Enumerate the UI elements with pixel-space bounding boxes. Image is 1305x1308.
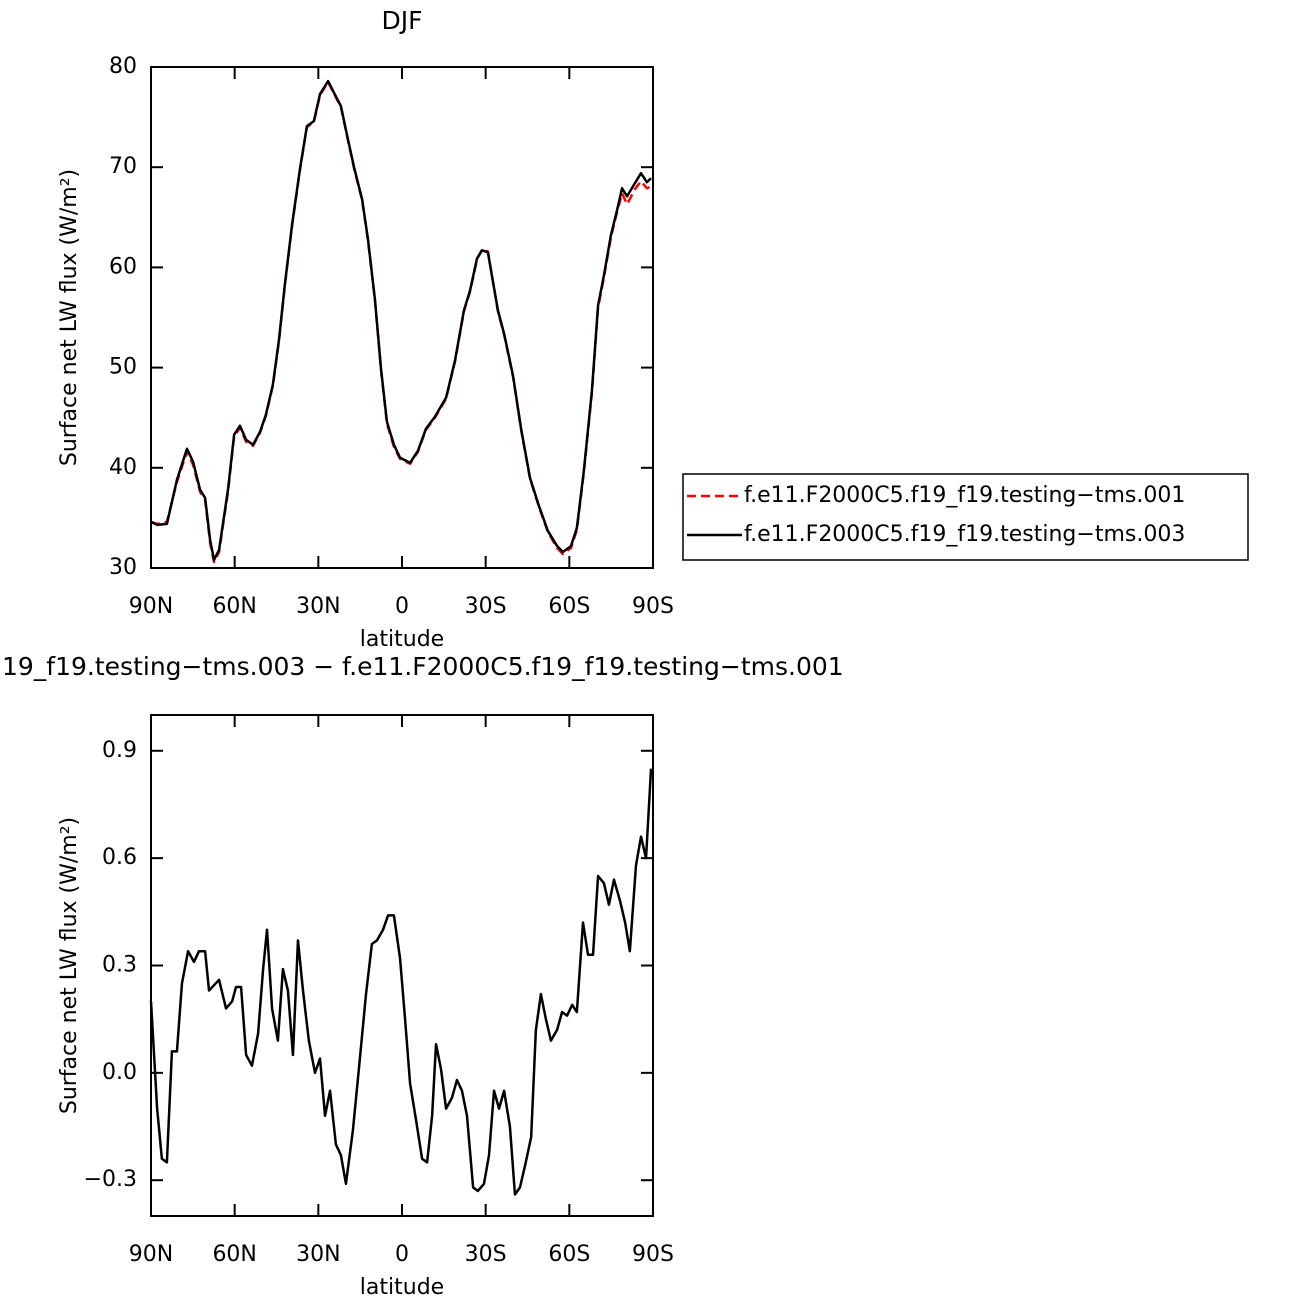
x-tick-label: 60S	[548, 1242, 590, 1267]
y-tick-label: 0.3	[102, 953, 137, 978]
data-line	[149, 768, 653, 1196]
x-axis-label: latitude	[360, 1275, 444, 1300]
y-tick-label: 0.0	[102, 1060, 137, 1085]
y-tick-label: 50	[109, 355, 137, 380]
y-tick-label: 40	[109, 455, 137, 480]
x-tick-label: 60S	[548, 594, 590, 619]
y-tick-label: 80	[109, 54, 137, 79]
y-tick-label: −0.3	[84, 1167, 137, 1192]
data-line	[150, 79, 652, 562]
x-tick-label: 0	[395, 1242, 409, 1267]
y-tick-label: 70	[109, 154, 137, 179]
panel: DJF latitude Surface net LW flux (W/m²) 30 4…	[57, 6, 1249, 652]
y-tick-label: 30	[109, 555, 137, 580]
x-tick-label: 90N	[129, 594, 173, 619]
legend-label: f.e11.F2000C5.f19_f19.testing−tms.003	[744, 522, 1185, 547]
plot-frame	[150, 66, 654, 569]
x-tick-label: 30N	[296, 1242, 340, 1267]
x-tick-label: 90S	[632, 1242, 674, 1267]
x-tick-label: 30N	[296, 594, 340, 619]
x-tick-label: 90N	[129, 1242, 173, 1267]
y-tick-label: 0.6	[102, 845, 137, 870]
x-tick-label: 60N	[212, 1242, 256, 1267]
x-tick-label: 30S	[465, 594, 507, 619]
y-axis-label: Surface net LW flux (W/m²)	[57, 169, 82, 466]
x-tick-label: 30S	[465, 1242, 507, 1267]
panel: 19_f19.testing−tms.003 − f.e11.F2000C5.f…	[2, 652, 844, 1300]
y-tick-label: 60	[109, 254, 137, 279]
x-axis-label: latitude	[360, 627, 444, 652]
x-tick-label: 60N	[212, 594, 256, 619]
plot-frame	[150, 714, 654, 1217]
y-tick-label: 0.9	[102, 738, 137, 763]
y-axis-label: Surface net LW flux (W/m²)	[57, 817, 82, 1114]
x-tick-label: 0	[395, 594, 409, 619]
legend-label: f.e11.F2000C5.f19_f19.testing−tms.001	[744, 483, 1185, 508]
chart-title: DJF	[381, 6, 422, 35]
x-tick-label: 90S	[632, 594, 674, 619]
data-line	[150, 80, 652, 564]
legend-frame	[682, 473, 1249, 561]
legend: f.e11.F2000C5.f19_f19.testing−tms.001 f.e…	[682, 473, 1249, 561]
chart-title: 19_f19.testing−tms.003 − f.e11.F2000C5.f…	[2, 652, 844, 681]
